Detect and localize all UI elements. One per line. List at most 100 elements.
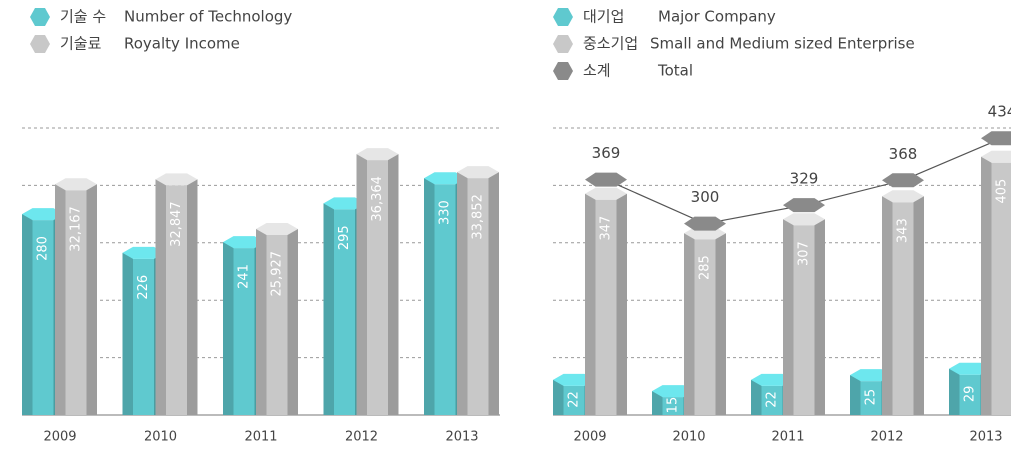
bar-front-face — [991, 162, 1011, 415]
bar-left-face — [850, 375, 861, 415]
bar-left-face — [457, 172, 468, 415]
bar-right-face — [86, 184, 97, 415]
legend-label: 대기업 — [583, 8, 624, 26]
value-label: 32,167 — [69, 206, 84, 252]
bar-right-face — [913, 196, 924, 415]
bar-cap — [424, 172, 466, 185]
bar-left-face — [949, 368, 960, 415]
legend-label: 기술 수 — [60, 8, 106, 26]
line-point — [783, 198, 825, 213]
legend-marker — [30, 8, 50, 26]
value-label: 22 — [567, 391, 582, 408]
bar-cap — [751, 373, 793, 386]
bar-cap — [850, 369, 892, 382]
bar-front-face — [65, 190, 87, 415]
value-label: 25 — [864, 389, 879, 406]
value-label: 434 — [988, 103, 1011, 121]
x-tick-label: 2012 — [870, 430, 903, 445]
bar-front-face — [860, 381, 882, 415]
bar-left-face — [223, 242, 234, 415]
line-point — [684, 216, 726, 231]
bar — [981, 150, 1011, 415]
value-label: 36,364 — [370, 176, 385, 222]
bar-left-face — [981, 156, 992, 415]
bar-front-face — [367, 160, 388, 415]
legend-label: 중소기업 — [583, 35, 638, 53]
value-label: 405 — [995, 179, 1010, 204]
bar-cap — [949, 362, 991, 375]
bar — [783, 213, 825, 415]
legend-label-en: Major Company — [658, 8, 776, 26]
bar — [585, 187, 627, 415]
value-label: 347 — [599, 216, 614, 241]
legend-label-en: Number of Technology — [124, 8, 292, 26]
value-label: 295 — [337, 225, 352, 250]
value-label: 22 — [765, 391, 780, 408]
legend-marker — [30, 35, 50, 53]
bar-cap — [356, 148, 399, 161]
bar-left-face — [783, 219, 794, 415]
bar-cap — [585, 187, 627, 200]
bar-front-face — [334, 209, 355, 415]
bar-left-face — [751, 379, 762, 415]
bar-right-face — [488, 172, 499, 415]
bar-front-face — [793, 225, 815, 415]
bar-cap — [882, 190, 924, 203]
bar-front-face — [662, 397, 684, 415]
bar-front-face — [595, 199, 617, 415]
x-tick-label: 2013 — [969, 430, 1002, 445]
value-label: 32,847 — [169, 201, 184, 247]
bar-cap — [122, 246, 165, 259]
bar-left-face — [155, 179, 166, 415]
bar-right-face — [715, 233, 726, 415]
bar-left-face — [684, 233, 695, 415]
legend-marker — [553, 8, 573, 26]
x-tick-label: 2009 — [43, 430, 76, 445]
point-marker — [882, 173, 924, 188]
point-marker — [684, 216, 726, 231]
bar-cap — [55, 178, 97, 191]
bar-front-face — [563, 385, 585, 415]
bar-right-face — [814, 219, 825, 415]
bar-left-face — [585, 193, 596, 415]
bar-cap — [323, 197, 366, 210]
bar-cap — [22, 208, 64, 221]
value-label: 369 — [592, 144, 621, 162]
bar-front-face — [166, 185, 187, 415]
legend-label-en: Total — [657, 62, 693, 80]
x-tick-label: 2010 — [672, 430, 705, 445]
point-marker — [783, 198, 825, 213]
x-tick-label: 2013 — [445, 430, 478, 445]
bar-front-face — [761, 385, 783, 415]
x-tick-label: 2011 — [771, 430, 804, 445]
legend-label-en: Royalty Income — [124, 35, 240, 53]
bar-front-face — [959, 374, 981, 415]
bar-cap — [256, 222, 298, 235]
bar-cap — [981, 150, 1011, 163]
value-label: 29 — [963, 386, 978, 403]
bar-left-face — [356, 154, 367, 415]
point-marker — [981, 131, 1011, 146]
value-label: 15 — [666, 397, 681, 414]
bar-front-face — [434, 184, 456, 415]
bar-front-face — [32, 220, 54, 415]
value-label: 329 — [790, 170, 819, 188]
value-label: 280 — [36, 236, 51, 261]
value-label: 25,927 — [270, 251, 285, 296]
bar-cap — [223, 236, 265, 249]
bar-left-face — [323, 203, 334, 415]
value-label: 300 — [691, 188, 720, 206]
bar — [155, 173, 198, 415]
bar-front-face — [892, 202, 914, 415]
x-tick-label: 2012 — [345, 430, 378, 445]
bar — [256, 222, 298, 415]
value-label: 307 — [797, 241, 812, 266]
value-label: 33,852 — [471, 194, 486, 240]
bar-left-face — [553, 379, 564, 415]
value-label: 368 — [889, 145, 918, 163]
legend-label: 소계 — [583, 62, 611, 80]
bar-right-face — [187, 179, 198, 415]
bar — [882, 190, 924, 415]
bar — [356, 148, 399, 415]
bar-left-face — [122, 252, 133, 415]
